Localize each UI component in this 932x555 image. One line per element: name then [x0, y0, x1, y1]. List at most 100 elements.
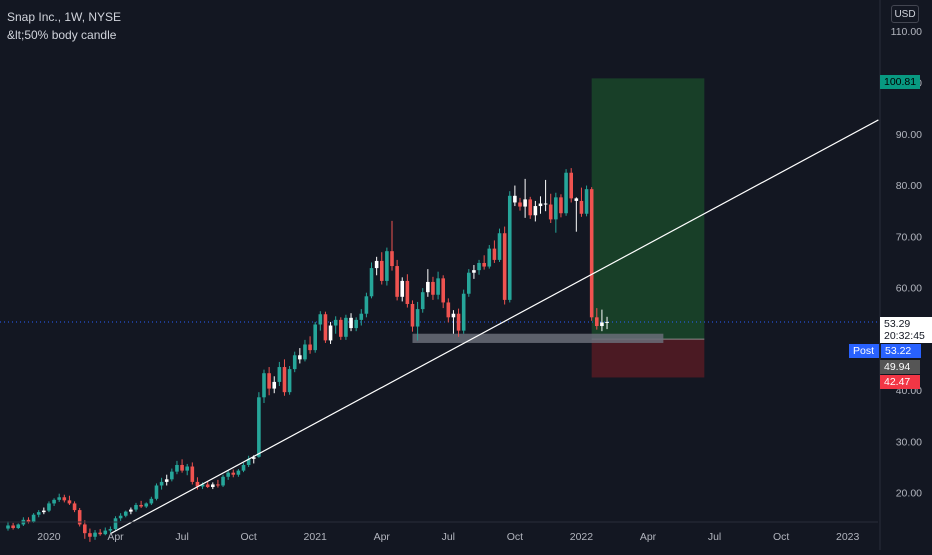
candle-body[interactable]: [385, 251, 389, 281]
candle-body[interactable]: [472, 270, 476, 273]
candle-body[interactable]: [93, 532, 97, 537]
candle-body[interactable]: [129, 509, 133, 512]
candle-body[interactable]: [226, 472, 230, 477]
support-zone-rectangle[interactable]: [412, 333, 664, 343]
candle-body[interactable]: [374, 260, 379, 269]
candle-body[interactable]: [57, 497, 61, 500]
candle-body[interactable]: [272, 381, 277, 389]
candle-body[interactable]: [502, 233, 507, 300]
candle-body[interactable]: [574, 198, 579, 201]
candle-body[interactable]: [11, 525, 15, 529]
candle-body[interactable]: [175, 464, 179, 472]
candle-body[interactable]: [538, 203, 543, 207]
indicator-label[interactable]: &lt;50% body candle: [7, 28, 117, 42]
candle-body[interactable]: [205, 484, 210, 488]
candle-body[interactable]: [564, 172, 568, 214]
long-position-profit-zone[interactable]: [591, 78, 705, 340]
candle-body[interactable]: [180, 464, 184, 471]
candle-body[interactable]: [195, 481, 200, 487]
candle-body[interactable]: [36, 512, 41, 515]
candle-body[interactable]: [134, 504, 138, 510]
candle-body[interactable]: [497, 233, 502, 260]
candle-body[interactable]: [379, 260, 384, 281]
candle-body[interactable]: [390, 251, 394, 267]
candle-body[interactable]: [477, 262, 481, 271]
candle-body[interactable]: [349, 317, 353, 329]
candle-body[interactable]: [487, 248, 492, 267]
candle-body[interactable]: [579, 200, 584, 214]
candle-body[interactable]: [595, 317, 599, 327]
candle-body[interactable]: [589, 189, 594, 318]
candle-body[interactable]: [528, 199, 533, 216]
candle-body[interactable]: [339, 319, 343, 337]
currency-button[interactable]: USD: [891, 5, 919, 23]
candle-body[interactable]: [303, 344, 307, 360]
candle-body[interactable]: [405, 280, 410, 304]
price-axis[interactable]: [880, 0, 932, 550]
candle-body[interactable]: [123, 511, 128, 516]
candle-body[interactable]: [600, 322, 604, 327]
candle-body[interactable]: [292, 355, 297, 370]
candle-body[interactable]: [523, 199, 527, 207]
candle-body[interactable]: [108, 529, 113, 531]
candle-body[interactable]: [344, 317, 348, 337]
candle-body[interactable]: [62, 497, 67, 501]
candle-body[interactable]: [569, 172, 573, 199]
candle-body[interactable]: [482, 262, 486, 267]
candle-body[interactable]: [221, 476, 225, 486]
candle-body[interactable]: [262, 373, 266, 398]
candle-body[interactable]: [492, 248, 497, 260]
candle-body[interactable]: [584, 189, 589, 214]
candle-body[interactable]: [47, 503, 51, 511]
candle-body[interactable]: [267, 373, 271, 389]
candle-body[interactable]: [282, 367, 287, 393]
candle-body[interactable]: [118, 515, 123, 519]
candle-body[interactable]: [277, 367, 282, 382]
candle-body[interactable]: [31, 514, 36, 522]
candle-body[interactable]: [308, 344, 312, 351]
candle-body[interactable]: [415, 309, 420, 327]
candle-body[interactable]: [507, 195, 512, 300]
candle-body[interactable]: [16, 524, 21, 529]
candle-body[interactable]: [159, 481, 164, 486]
candle-body[interactable]: [42, 510, 46, 513]
candle-body[interactable]: [395, 266, 399, 297]
candle-body[interactable]: [548, 204, 553, 220]
candle-body[interactable]: [257, 397, 261, 457]
candle-body[interactable]: [200, 484, 205, 487]
candle-body[interactable]: [241, 464, 246, 471]
candle-body[interactable]: [333, 319, 338, 326]
candle-body[interactable]: [543, 203, 548, 205]
candle-body[interactable]: [451, 313, 456, 318]
candle-body[interactable]: [323, 314, 328, 341]
candle-body[interactable]: [154, 485, 159, 499]
candle-body[interactable]: [436, 278, 440, 295]
candle-body[interactable]: [26, 519, 31, 522]
candle-body[interactable]: [287, 369, 292, 393]
candle-body[interactable]: [420, 292, 425, 310]
candle-body[interactable]: [313, 324, 317, 351]
candle-body[interactable]: [410, 303, 415, 327]
candle-body[interactable]: [164, 479, 169, 482]
candle-body[interactable]: [149, 498, 154, 504]
candle-body[interactable]: [513, 195, 517, 203]
candle-body[interactable]: [236, 470, 241, 475]
candle-body[interactable]: [298, 355, 302, 360]
candle-body[interactable]: [83, 524, 87, 534]
candle-body[interactable]: [426, 281, 430, 293]
candle-body[interactable]: [364, 296, 369, 314]
candle-body[interactable]: [318, 314, 323, 325]
candle-body[interactable]: [559, 197, 563, 214]
candle-body[interactable]: [354, 319, 358, 329]
candle-body[interactable]: [72, 503, 77, 511]
candle-body[interactable]: [88, 533, 92, 537]
candle-body[interactable]: [446, 302, 451, 318]
candle-body[interactable]: [185, 466, 189, 471]
candle-body[interactable]: [113, 518, 118, 530]
candle-body[interactable]: [605, 321, 609, 323]
candle-body[interactable]: [554, 197, 558, 220]
long-position-stop-zone[interactable]: [591, 339, 705, 378]
candle-body[interactable]: [461, 293, 466, 331]
